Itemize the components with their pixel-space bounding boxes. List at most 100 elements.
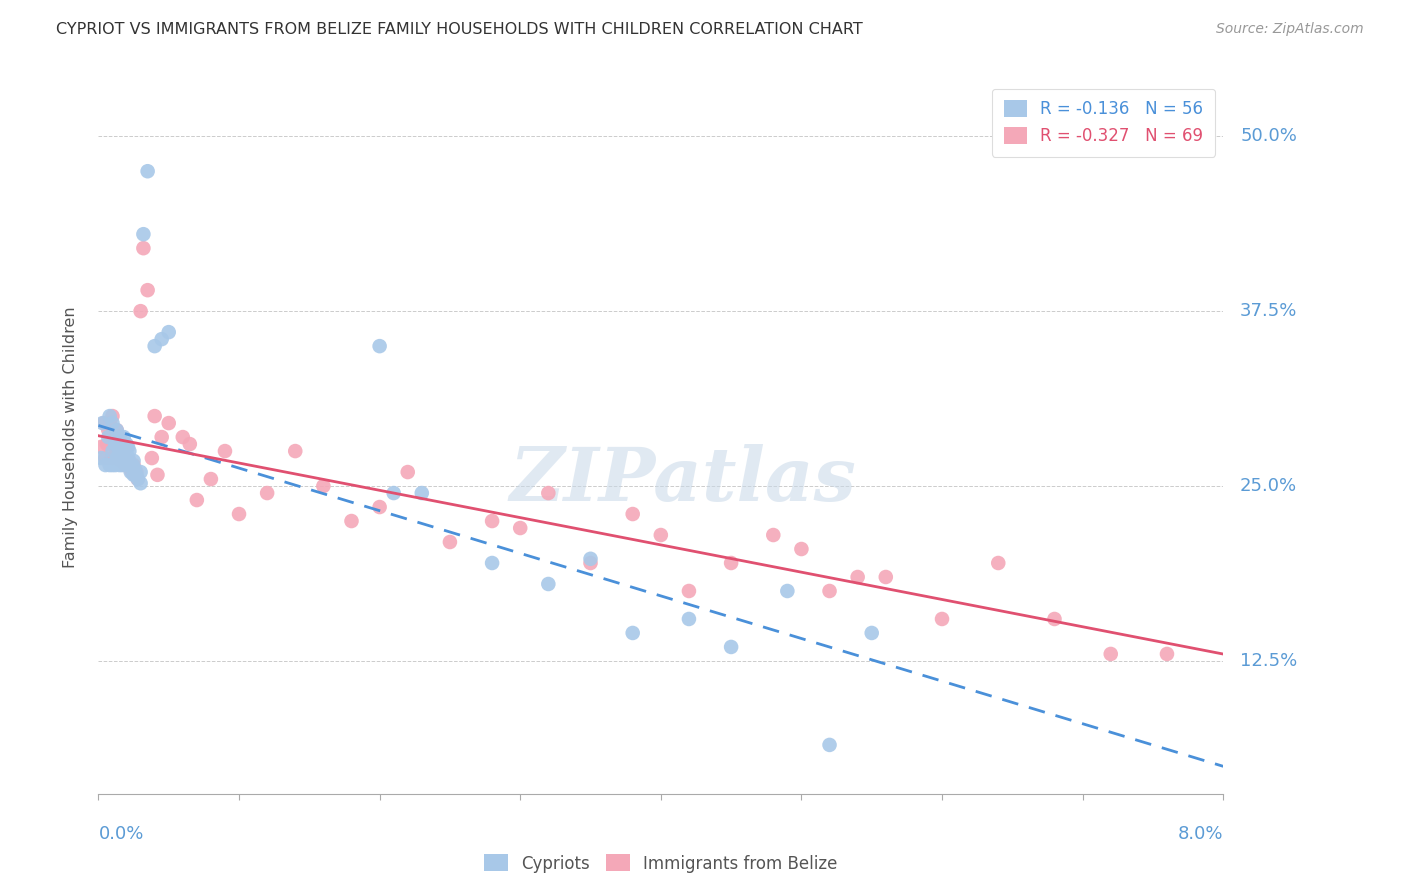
Point	[125, 465, 148, 479]
Point	[111, 458, 134, 472]
Point	[101, 409, 124, 423]
Point	[860, 626, 883, 640]
Text: Source: ZipAtlas.com: Source: ZipAtlas.com	[1216, 22, 1364, 37]
Text: ZIPatlas: ZIPatlas	[510, 443, 856, 516]
Point	[105, 451, 128, 466]
Point	[108, 458, 131, 472]
Text: 25.0%: 25.0%	[1240, 477, 1298, 495]
Point	[312, 479, 335, 493]
Point	[114, 444, 136, 458]
Point	[98, 416, 121, 430]
Text: 12.5%: 12.5%	[1240, 652, 1298, 670]
Point	[720, 556, 742, 570]
Point	[105, 423, 128, 437]
Point	[96, 437, 118, 451]
Point	[108, 440, 131, 454]
Point	[118, 454, 141, 468]
Point	[790, 541, 813, 556]
Point	[122, 458, 145, 472]
Point	[132, 227, 155, 242]
Point	[818, 584, 841, 599]
Point	[776, 584, 799, 599]
Point	[172, 430, 194, 444]
Point	[120, 462, 142, 476]
Point	[108, 444, 131, 458]
Point	[439, 535, 461, 549]
Point	[94, 451, 117, 466]
Point	[90, 451, 112, 466]
Point	[117, 451, 139, 466]
Point	[94, 458, 117, 472]
Point	[143, 409, 166, 423]
Point	[108, 430, 131, 444]
Point	[98, 409, 121, 423]
Point	[110, 440, 132, 454]
Point	[90, 440, 112, 454]
Point	[112, 451, 135, 466]
Text: CYPRIOT VS IMMIGRANTS FROM BELIZE FAMILY HOUSEHOLDS WITH CHILDREN CORRELATION CH: CYPRIOT VS IMMIGRANTS FROM BELIZE FAMILY…	[56, 22, 863, 37]
Point	[107, 437, 129, 451]
Point	[481, 556, 503, 570]
Point	[228, 507, 250, 521]
Point	[509, 521, 531, 535]
Point	[101, 458, 124, 472]
Point	[136, 164, 159, 178]
Point	[115, 458, 138, 472]
Point	[481, 514, 503, 528]
Point	[846, 570, 869, 584]
Point	[120, 465, 142, 479]
Point	[150, 430, 173, 444]
Point	[340, 514, 363, 528]
Point	[200, 472, 222, 486]
Point	[122, 454, 145, 468]
Point	[127, 472, 149, 486]
Point	[115, 440, 138, 454]
Point	[115, 437, 138, 451]
Text: 0.0%: 0.0%	[98, 825, 143, 843]
Point	[121, 465, 143, 479]
Point	[122, 467, 145, 482]
Point	[678, 612, 700, 626]
Point	[91, 416, 114, 430]
Point	[720, 640, 742, 654]
Point	[101, 437, 124, 451]
Point	[100, 451, 122, 466]
Point	[537, 486, 560, 500]
Point	[105, 423, 128, 437]
Point	[105, 451, 128, 466]
Point	[150, 332, 173, 346]
Point	[104, 437, 127, 451]
Point	[107, 451, 129, 466]
Point	[179, 437, 201, 451]
Point	[186, 493, 208, 508]
Point	[114, 458, 136, 472]
Point	[411, 486, 433, 500]
Point	[118, 444, 141, 458]
Point	[143, 339, 166, 353]
Point	[101, 416, 124, 430]
Point	[129, 304, 152, 318]
Point	[284, 444, 307, 458]
Point	[98, 458, 121, 472]
Point	[97, 423, 120, 437]
Point	[129, 465, 152, 479]
Point	[621, 626, 644, 640]
Point	[1156, 647, 1178, 661]
Point	[121, 458, 143, 472]
Text: 50.0%: 50.0%	[1240, 128, 1296, 145]
Point	[579, 556, 602, 570]
Point	[650, 528, 672, 542]
Point	[117, 458, 139, 472]
Legend: Cypriots, Immigrants from Belize: Cypriots, Immigrants from Belize	[478, 847, 844, 880]
Point	[368, 500, 391, 514]
Point	[117, 440, 139, 454]
Point	[118, 458, 141, 472]
Point	[1099, 647, 1122, 661]
Point	[108, 430, 131, 444]
Point	[110, 451, 132, 466]
Point	[146, 467, 169, 482]
Point	[110, 437, 132, 451]
Point	[132, 241, 155, 255]
Point	[396, 465, 419, 479]
Point	[678, 584, 700, 599]
